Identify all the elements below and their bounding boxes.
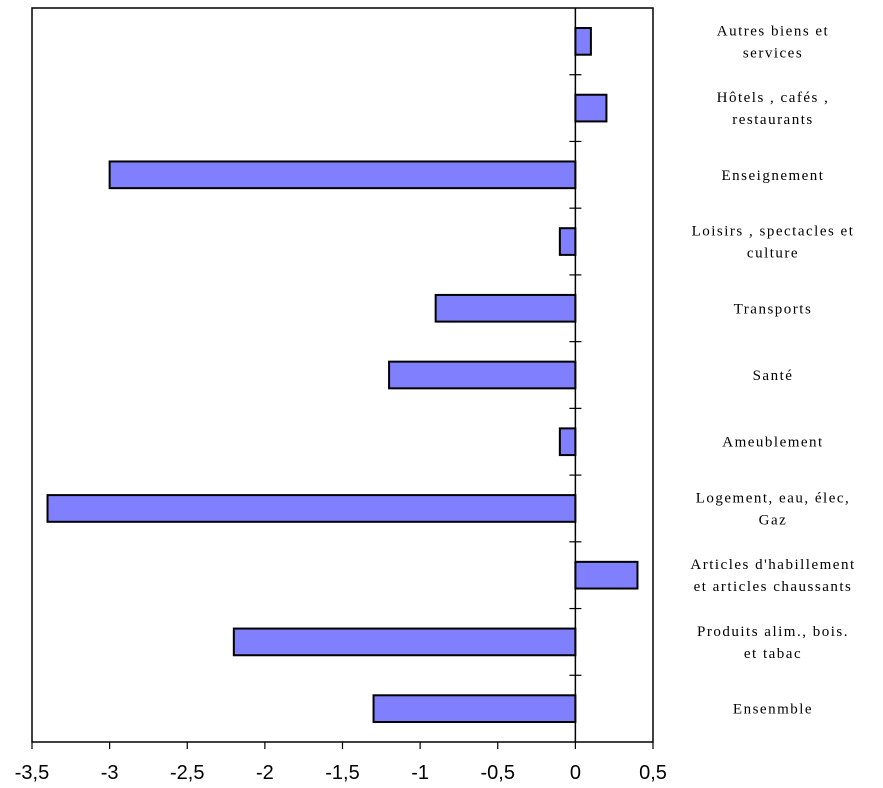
category-labels: Autres biens et services Hôtels , cafés ,r… — [690, 23, 855, 718]
category-label-0: Autres biens et services — [717, 23, 829, 61]
x-tick-label: -3 — [101, 762, 119, 784]
category-ticks — [569, 74, 582, 676]
category-label-4: Transports — [734, 301, 813, 317]
bar-1 — [574, 93, 608, 123]
category-label-1: Hôtels , cafés , restaurants — [717, 90, 830, 128]
bar-8 — [574, 560, 639, 590]
category-label-3: Loisirs , spectacles et culture — [692, 224, 855, 262]
bars-group — [46, 27, 639, 723]
category-label-5: Santé — [753, 368, 794, 384]
x-tick-label: -2,5 — [170, 762, 204, 784]
bar-3 — [558, 227, 577, 256]
category-label-6: Ameublement — [722, 435, 823, 451]
bar-9 — [232, 627, 577, 657]
bar-0 — [574, 27, 592, 56]
bar-7 — [46, 494, 577, 523]
bar-6 — [558, 427, 577, 457]
category-label-2: Enseignement — [722, 168, 825, 184]
bar-5 — [388, 360, 577, 390]
x-tick-label: -1,5 — [325, 762, 359, 784]
x-tick-label: 0 — [570, 762, 581, 784]
x-tick-label: -2 — [256, 762, 274, 784]
x-tick-label: 0,5 — [639, 762, 667, 784]
x-tick-label: -3,5 — [15, 762, 49, 784]
x-axis-ticks: -3,5 -3 -2,5 -2 -1,5 -1 -0,5 0 0,5 — [15, 742, 667, 784]
bar-2 — [108, 160, 577, 190]
bar-4 — [434, 293, 577, 323]
bar-10 — [372, 694, 577, 723]
x-tick-label: -0,5 — [481, 762, 515, 784]
category-label-9: Produits alim., bois. et tabac — [697, 624, 849, 662]
x-tick-label: -1 — [411, 762, 429, 784]
category-label-10: Ensenmble — [733, 702, 813, 718]
category-label-7: Logement, eau, élec, Gaz — [696, 490, 851, 528]
category-label-8: Articles d'habillement et articles chauss… — [690, 557, 855, 595]
